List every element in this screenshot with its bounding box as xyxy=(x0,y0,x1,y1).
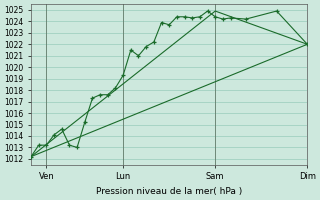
X-axis label: Pression niveau de la mer( hPa ): Pression niveau de la mer( hPa ) xyxy=(96,187,242,196)
